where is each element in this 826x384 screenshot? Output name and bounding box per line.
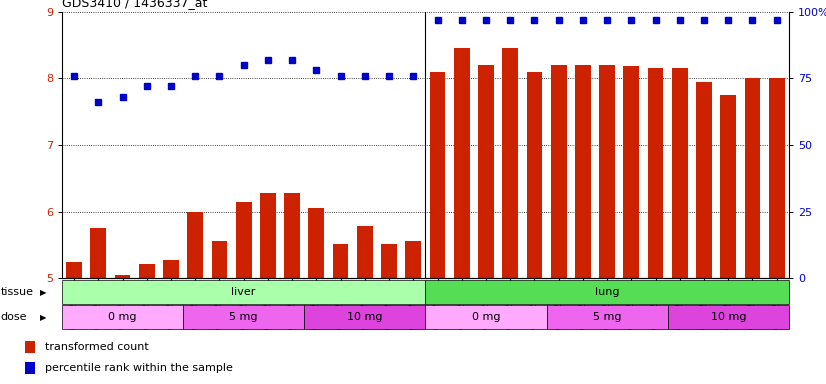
Text: 5 mg: 5 mg: [593, 312, 621, 322]
Bar: [425, 305, 547, 329]
Bar: [502, 48, 518, 278]
Text: GDS3410 / 1436337_at: GDS3410 / 1436337_at: [62, 0, 207, 9]
Bar: [163, 260, 179, 278]
Text: 0 mg: 0 mg: [108, 312, 137, 322]
Bar: [624, 66, 639, 278]
Bar: [62, 305, 183, 329]
Bar: [357, 226, 373, 278]
Bar: [304, 305, 425, 329]
Bar: [66, 262, 82, 278]
Bar: [25, 341, 35, 353]
Bar: [575, 65, 591, 278]
Bar: [183, 305, 304, 329]
Bar: [672, 68, 688, 278]
Bar: [769, 78, 785, 278]
Bar: [333, 244, 349, 278]
Text: liver: liver: [231, 287, 256, 297]
Text: ▶: ▶: [40, 288, 46, 297]
Bar: [62, 280, 425, 304]
Text: tissue: tissue: [1, 287, 34, 297]
Bar: [696, 81, 712, 278]
Bar: [25, 362, 35, 374]
Text: ▶: ▶: [40, 313, 46, 322]
Text: 10 mg: 10 mg: [347, 312, 382, 322]
Bar: [453, 48, 470, 278]
Bar: [430, 71, 445, 278]
Text: dose: dose: [1, 312, 27, 322]
Bar: [599, 65, 615, 278]
Bar: [720, 95, 736, 278]
Bar: [284, 193, 300, 278]
Bar: [381, 244, 397, 278]
Bar: [211, 241, 227, 278]
Bar: [648, 68, 663, 278]
Bar: [115, 275, 131, 278]
Bar: [425, 280, 789, 304]
Bar: [744, 78, 761, 278]
Bar: [478, 65, 494, 278]
Text: 5 mg: 5 mg: [230, 312, 258, 322]
Text: 0 mg: 0 mg: [472, 312, 501, 322]
Text: 10 mg: 10 mg: [710, 312, 746, 322]
Bar: [90, 228, 107, 278]
Bar: [547, 305, 667, 329]
Text: percentile rank within the sample: percentile rank within the sample: [45, 363, 233, 374]
Text: transformed count: transformed count: [45, 342, 150, 353]
Bar: [551, 65, 567, 278]
Bar: [235, 202, 252, 278]
Bar: [260, 193, 276, 278]
Bar: [667, 305, 789, 329]
Bar: [188, 212, 203, 278]
Bar: [406, 241, 421, 278]
Bar: [308, 209, 325, 278]
Bar: [526, 71, 543, 278]
Text: lung: lung: [595, 287, 620, 297]
Bar: [139, 264, 154, 278]
